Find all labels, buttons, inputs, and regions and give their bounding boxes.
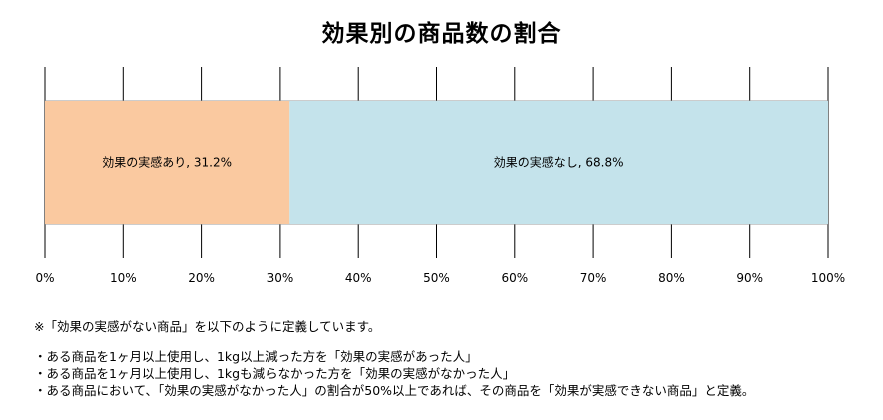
note-intro: ※「効果の実感がない商品」を以下のように定義しています。	[34, 319, 381, 334]
x-tick-label: 10%	[110, 271, 137, 285]
x-tick-label: 90%	[736, 271, 763, 285]
stacked-bar-chart: 効果の実感あり, 31.2% 効果の実感なし, 68.8% 0% 10% 20% 30%…	[35, 67, 845, 285]
bar-segment	[45, 101, 290, 224]
note-line: ・ある商品を1ヶ月以上使用し、1kg以上減った方を「効果の実感があった人」	[34, 349, 478, 364]
bar-labels: 効果の実感あり, 31.2% 効果の実感なし, 68.8%	[102, 155, 623, 170]
definition-notes: ※「効果の実感がない商品」を以下のように定義しています。 ・ある商品を1ヶ月以上…	[34, 318, 879, 399]
data-label: 効果の実感あり, 31.2%	[102, 155, 232, 170]
x-tick-label: 50%	[423, 271, 450, 285]
chart-title: 効果別の商品数の割合	[321, 21, 562, 47]
bars	[45, 101, 828, 224]
x-tick-label: 80%	[658, 271, 685, 285]
x-tick-label: 60%	[501, 271, 528, 285]
x-axis-ticks: 0% 10% 20% 30% 40% 50% 60% 70% 80% 90% 100%	[35, 271, 845, 285]
x-tick-label: 100%	[811, 271, 845, 285]
x-tick-label: 30%	[267, 271, 294, 285]
x-tick-label: 20%	[188, 271, 215, 285]
x-tick-label: 70%	[580, 271, 607, 285]
x-tick-label: 0%	[35, 271, 54, 285]
x-tick-label: 40%	[345, 271, 372, 285]
note-line: ・ある商品において、「効果の実感がなかった人」の割合が50%以上であれば、その商…	[34, 383, 755, 398]
bar-segment	[289, 101, 828, 224]
note-line: ・ある商品を1ヶ月以上使用し、1kgも減らなかった方を「効果の実感がなかった人」	[34, 366, 516, 381]
data-label: 効果の実感なし, 68.8%	[494, 155, 624, 170]
